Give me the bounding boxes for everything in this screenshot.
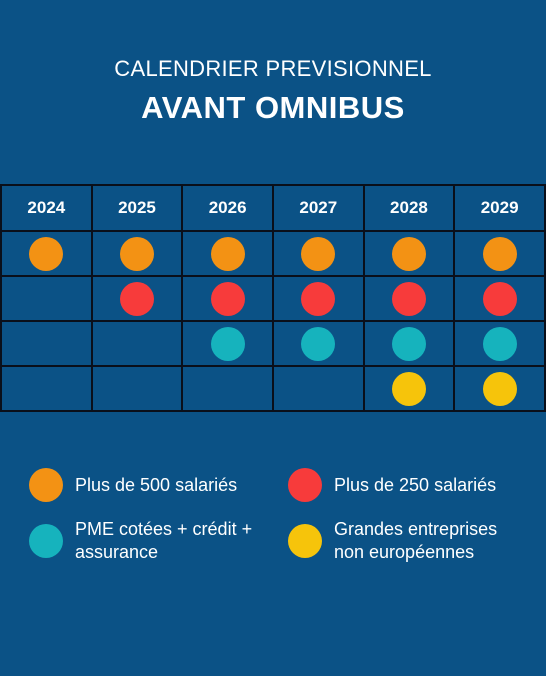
timeline-row: [0, 365, 546, 412]
status-dot: [482, 326, 517, 361]
status-dot: [391, 371, 426, 406]
status-dot: [301, 326, 336, 361]
status-dot: [210, 236, 245, 271]
status-dot: [391, 236, 426, 271]
year-header: 2026: [181, 184, 274, 232]
legend-item: PME cotées + crédit + assurance: [29, 518, 252, 564]
status-dot: [301, 281, 336, 316]
status-dot: [119, 236, 154, 271]
timeline-cell: [0, 365, 93, 412]
legend-label: Grandes entreprises non européennes: [334, 519, 498, 562]
legend-label: Plus de 500 salariés: [75, 474, 238, 495]
year-header: 2024: [0, 184, 93, 232]
timeline-cell: [271, 365, 365, 412]
legend-label: Plus de 250 salariés: [334, 474, 497, 495]
legend-dot: [29, 468, 63, 502]
timeline-cell: [271, 320, 365, 367]
timeline-cell: [0, 230, 93, 277]
timeline-cell: [90, 230, 184, 277]
timeline-cell: [0, 275, 93, 322]
status-dot: [119, 281, 154, 316]
year-header: 2029: [453, 184, 546, 232]
status-dot: [391, 281, 426, 316]
timeline-cell: [453, 320, 546, 367]
legend-label: PME cotées + crédit + assurance: [75, 519, 253, 562]
timeline-cell: [181, 365, 274, 412]
timeline-cell: [362, 365, 456, 412]
timeline-row: [0, 320, 546, 367]
legend-dot: [288, 468, 322, 502]
status-dot: [301, 236, 336, 271]
timeline-cell: [90, 275, 184, 322]
status-dot: [210, 326, 245, 361]
legend-item: Grandes entreprises non européennes: [288, 518, 497, 564]
timeline-row: [0, 230, 546, 277]
status-dot: [482, 236, 517, 271]
timeline-cell: [181, 275, 274, 322]
timeline-cell: [181, 320, 274, 367]
timeline-row: [0, 275, 546, 322]
legend-dot: [29, 524, 63, 558]
page-title: AVANT OMNIBUS: [141, 90, 405, 125]
status-dot: [391, 326, 426, 361]
timeline-cell: [453, 365, 546, 412]
year-header: 2028: [362, 184, 456, 232]
timeline-body: [0, 230, 546, 412]
status-dot: [29, 236, 64, 271]
timeline-cell: [362, 320, 456, 367]
timeline-cell: [90, 365, 184, 412]
timeline-cell: [181, 230, 274, 277]
page-subtitle: CALENDRIER PREVISIONNEL: [114, 56, 432, 81]
timeline-cell: [271, 275, 365, 322]
legend-item: Plus de 250 salariés: [288, 468, 496, 502]
timeline-grid: 2024 2025 2026 2027 2028 2029: [0, 184, 546, 412]
timeline-cell: [453, 230, 546, 277]
timeline-cell: [0, 320, 93, 367]
timeline-cell: [362, 275, 456, 322]
status-dot: [482, 371, 517, 406]
timeline-cell: [362, 230, 456, 277]
timeline-cell: [271, 230, 365, 277]
year-header: 2025: [90, 184, 184, 232]
timeline-cell: [453, 275, 546, 322]
timeline-cell: [90, 320, 184, 367]
year-header: 2027: [271, 184, 365, 232]
status-dot: [482, 281, 517, 316]
legend-item: Plus de 500 salariés: [29, 468, 237, 502]
year-header-row: 2024 2025 2026 2027 2028 2029: [0, 184, 546, 232]
legend-dot: [288, 524, 322, 558]
status-dot: [210, 281, 245, 316]
